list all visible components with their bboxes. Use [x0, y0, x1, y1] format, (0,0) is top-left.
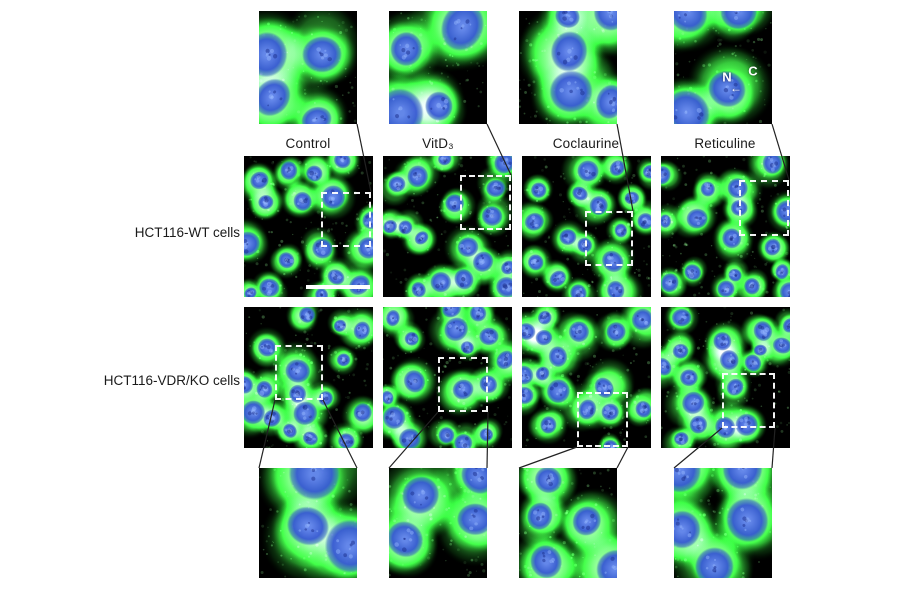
micrograph-ko-coclaurine	[522, 307, 651, 448]
zoom-top-wt-reticuline	[674, 11, 772, 124]
zoom-top-wt-vitd3	[389, 11, 487, 124]
zoom-bottom-ko-vitd3-image	[389, 468, 487, 578]
zoom-bottom-ko-coclaurine	[519, 468, 617, 578]
cytoplasm-annotation: C	[748, 63, 758, 79]
micrograph-wt-control-image	[244, 156, 373, 297]
micrograph-wt-vitd3-image	[383, 156, 512, 297]
zoom-top-wt-vitd3-image	[389, 11, 487, 124]
zoom-bottom-ko-control	[259, 468, 357, 578]
zoom-region-wt-control	[321, 192, 371, 247]
zoom-bottom-ko-reticuline-image	[674, 468, 772, 578]
connector-line	[518, 446, 578, 469]
zoom-top-wt-control	[259, 11, 357, 124]
column-label-control: Control	[285, 136, 331, 151]
zoom-top-wt-coclaurine-image	[519, 11, 617, 124]
zoom-region-wt-coclaurine	[585, 211, 633, 266]
zoom-region-ko-coclaurine	[577, 392, 628, 447]
micrograph-wt-reticuline-image	[661, 156, 790, 297]
micrograph-ko-coclaurine-image	[522, 307, 651, 448]
micrograph-ko-reticuline-image	[661, 307, 790, 448]
row-label-hct116-vdr-ko: HCT116-VDR/KO cells	[103, 373, 240, 388]
micrograph-wt-vitd3	[383, 156, 512, 297]
nucleus-annotation: N	[722, 69, 732, 85]
zoom-region-wt-vitd3	[460, 175, 511, 230]
zoom-top-wt-reticuline-image	[674, 11, 772, 124]
micrograph-ko-vitd3	[383, 307, 512, 448]
zoom-region-ko-vitd3	[438, 357, 488, 412]
connector-line	[616, 446, 629, 469]
micrograph-ko-reticuline	[661, 307, 790, 448]
column-label-coclaurine: Coclaurine	[552, 136, 620, 151]
zoom-bottom-ko-reticuline	[674, 468, 772, 578]
zoom-region-ko-control	[275, 345, 323, 400]
row-label-hct116-wt: HCT116-WT cells	[134, 225, 240, 240]
left-arrow-icon: ←	[730, 81, 742, 95]
column-label-vitd3: VitD₃	[422, 136, 454, 151]
zoom-region-ko-reticuline	[722, 373, 775, 428]
micrograph-wt-reticuline	[661, 156, 790, 297]
scale-bar	[306, 285, 370, 289]
zoom-bottom-ko-control-image	[259, 468, 357, 578]
zoom-top-wt-control-image	[259, 11, 357, 124]
zoom-region-wt-reticuline	[739, 180, 789, 236]
zoom-top-wt-coclaurine	[519, 11, 617, 124]
zoom-bottom-ko-coclaurine-image	[519, 468, 617, 578]
column-label-reticuline: Reticuline	[694, 136, 756, 151]
zoom-bottom-ko-vitd3	[389, 468, 487, 578]
micrograph-wt-control	[244, 156, 373, 297]
